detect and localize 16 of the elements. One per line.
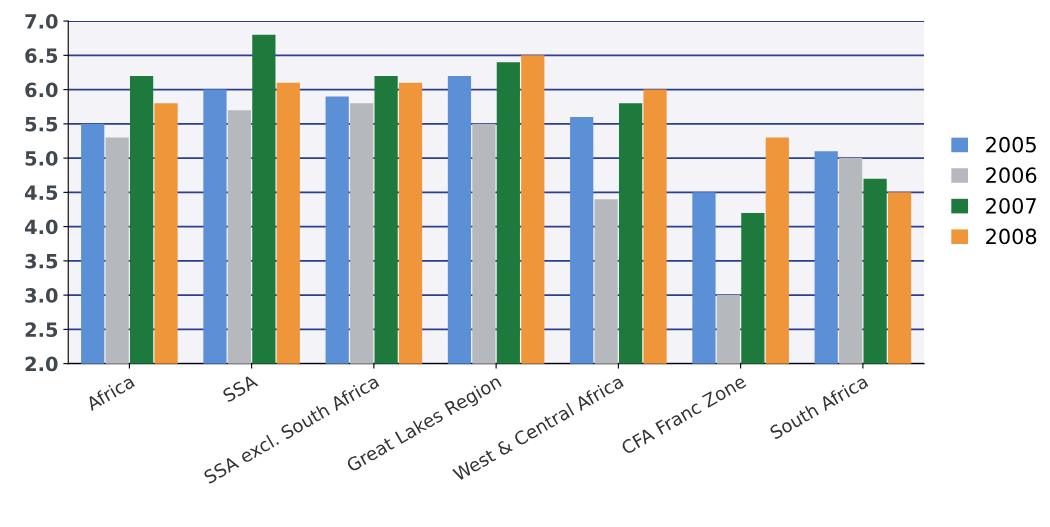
y-tick-label: 6.5 — [25, 48, 58, 63]
x-tick-label: SSA — [221, 373, 259, 403]
y-tick-label: 3.5 — [25, 253, 58, 269]
legend-label: 2008 — [986, 228, 1037, 245]
legend-label: 2005 — [986, 136, 1036, 153]
y-tick-label: 4.0 — [24, 219, 58, 235]
y-tick-label: 3.0 — [25, 288, 58, 303]
y-tick-label: 7.0 — [25, 14, 58, 29]
y-tick-label: 6.0 — [25, 82, 58, 98]
y-tick-label: 5.5 — [25, 117, 58, 132]
y-tick-label: 2.5 — [25, 322, 58, 338]
y-tick-label: 2.0 — [25, 356, 58, 372]
legend-label: 2007 — [986, 197, 1036, 214]
y-tick-label: 5.0 — [25, 151, 58, 166]
legend-label: 2006 — [986, 167, 1037, 184]
y-tick-label: 4.5 — [24, 185, 58, 201]
